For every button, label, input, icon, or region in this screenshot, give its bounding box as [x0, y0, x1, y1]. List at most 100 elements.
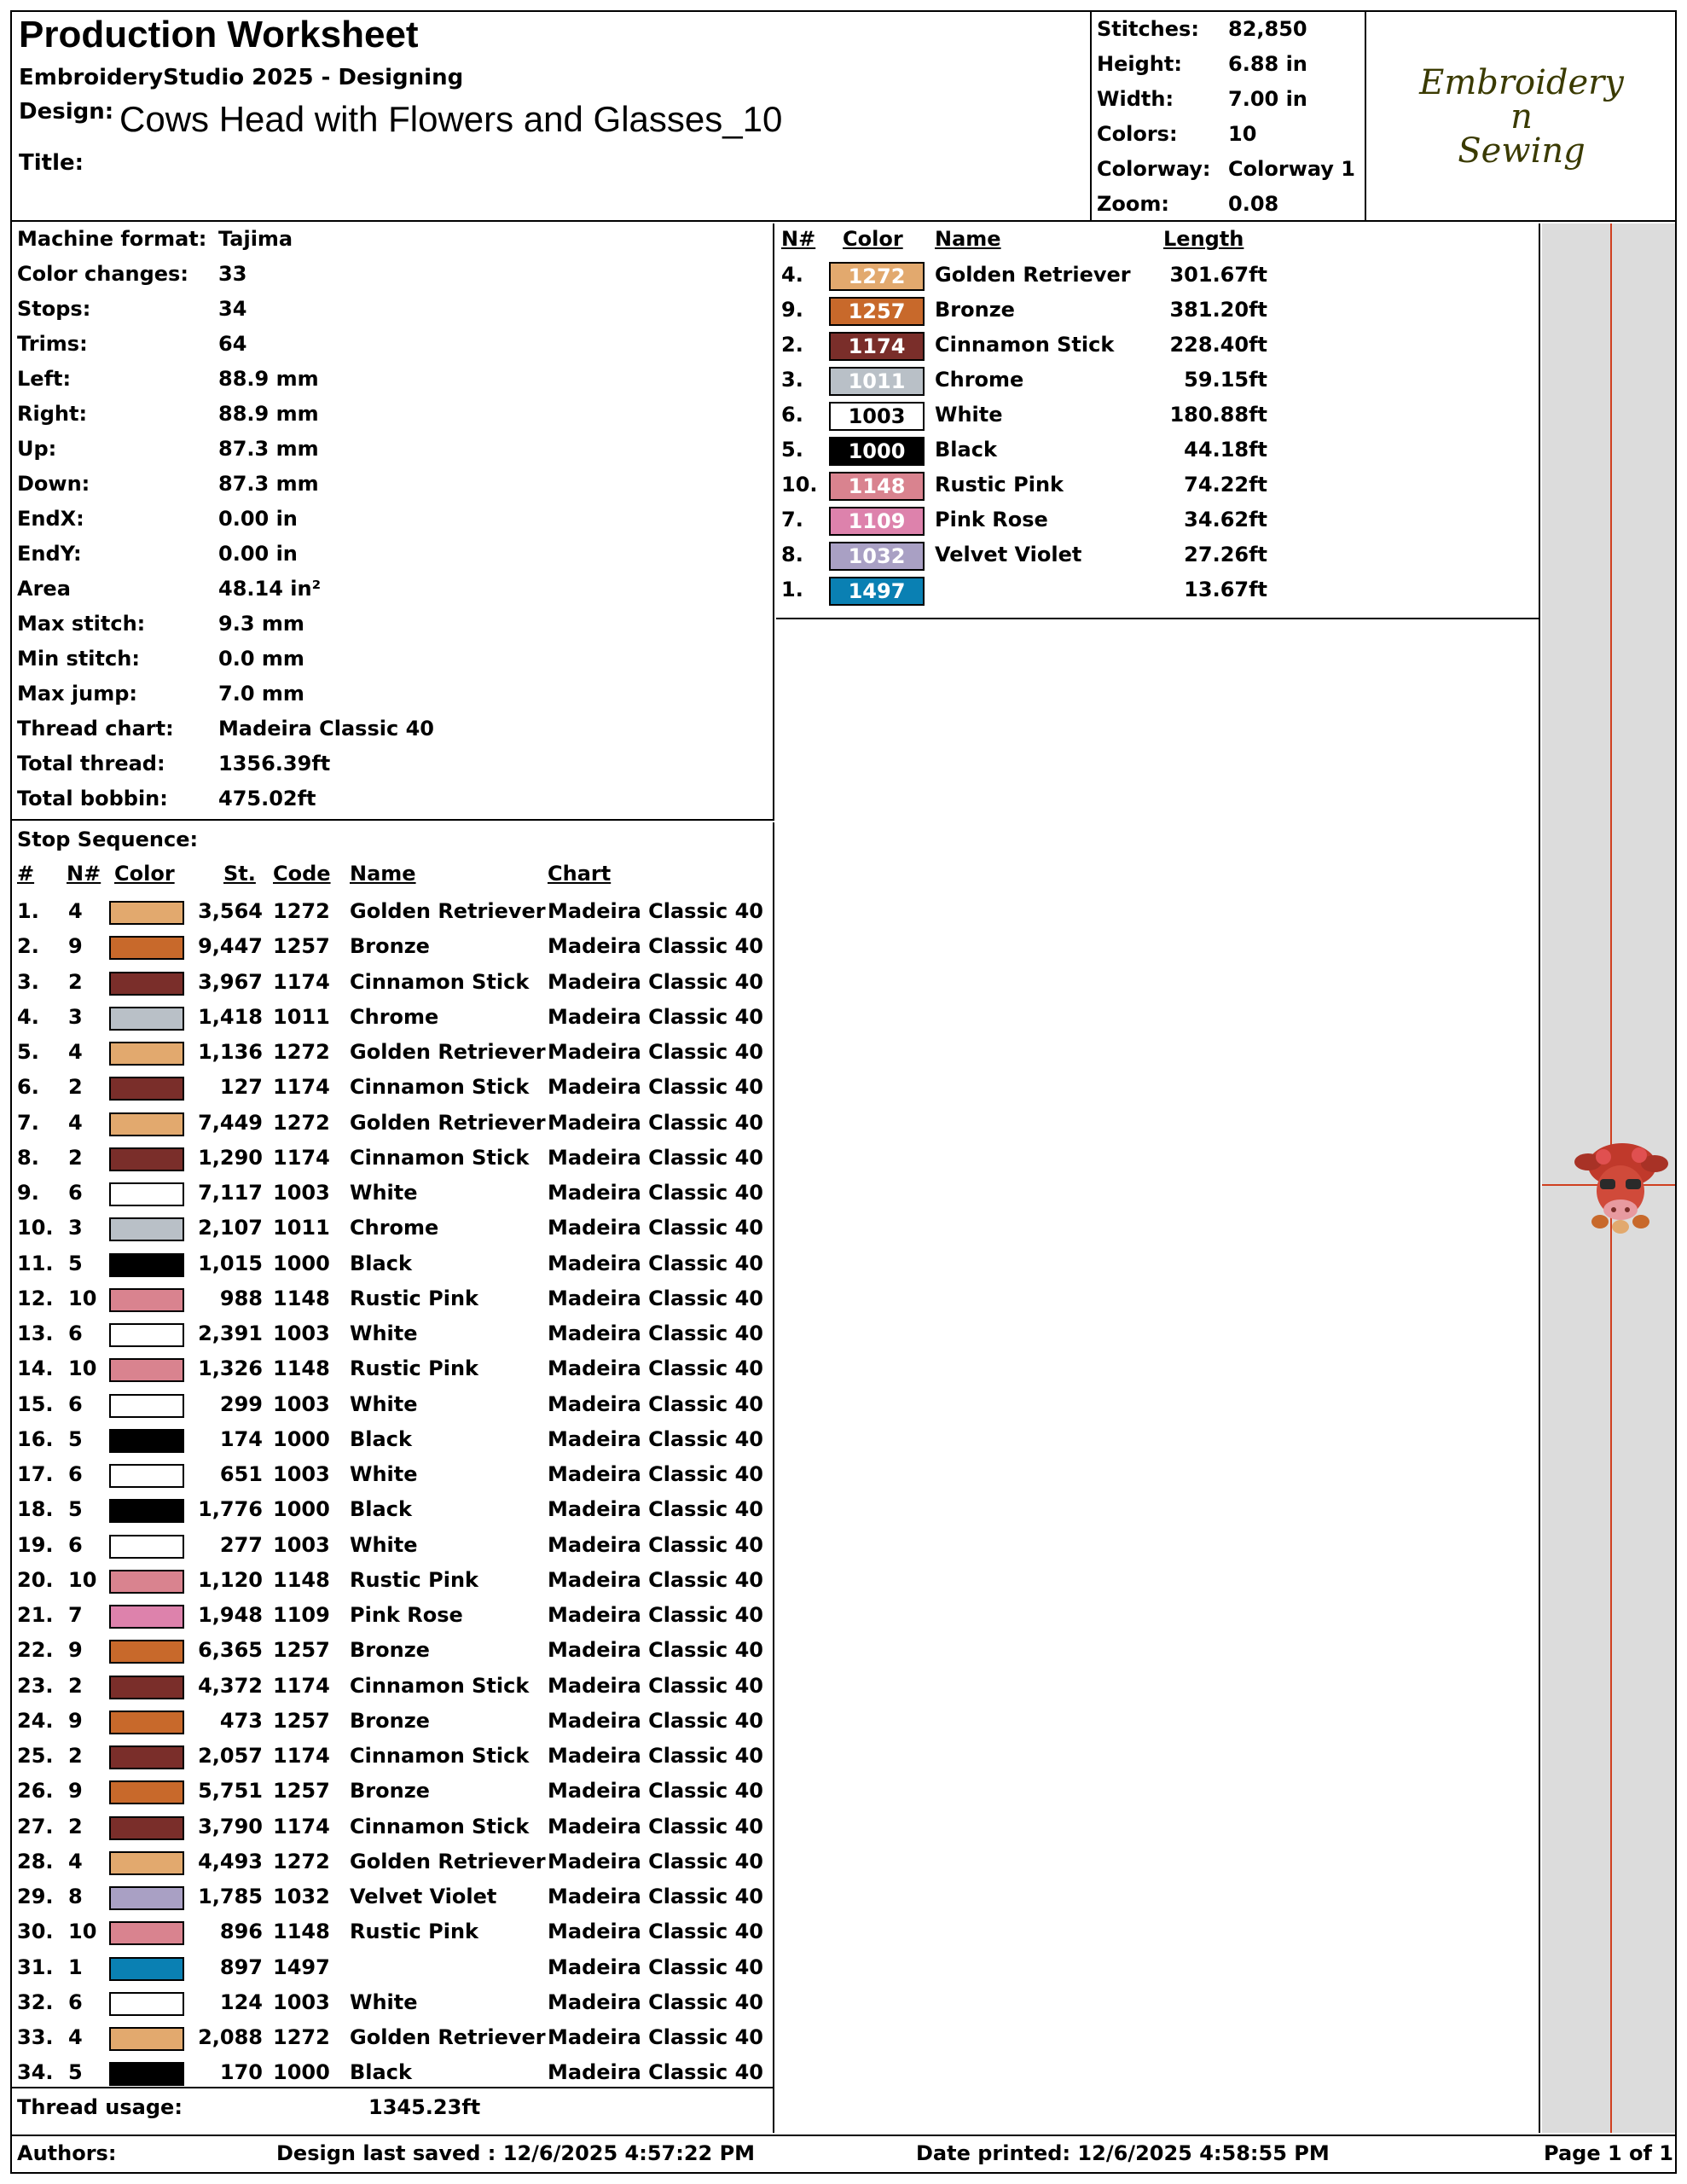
design-label: Design:: [19, 99, 114, 125]
stop-row: 28. 4 4,493 1272 Golden Retriever Madeira Cla…: [12, 1846, 773, 1881]
stop-code: 1003: [273, 1532, 330, 1557]
stop-index: 27.: [17, 1814, 54, 1838]
stop-row: 2. 9 9,447 1257 Bronze Madeira Classic 40: [12, 931, 773, 966]
stop-stitches: 1,326: [198, 1356, 263, 1381]
stop-index: 2.: [17, 934, 39, 959]
stop-chart: Madeira Classic 40: [548, 1356, 763, 1381]
stop-code: 1174: [273, 1814, 330, 1838]
stop-code: 1003: [273, 1391, 330, 1416]
color-needle: 6.: [781, 403, 803, 427]
stop-color-swatch: [109, 1921, 184, 1946]
info-label: Down:: [17, 472, 90, 496]
stop-index: 21.: [17, 1603, 54, 1627]
stop-chart: Madeira Classic 40: [548, 1814, 763, 1838]
color-row: 9. 1257 Bronze 381.20ft: [776, 294, 1539, 329]
info-value: 0.00 in: [218, 507, 298, 531]
info-label: Stops:: [17, 297, 91, 321]
machine-info-panel: Machine format: Tajima Color changes: 33 Sto…: [12, 224, 774, 821]
stop-name: Rustic Pink: [350, 1920, 478, 1944]
stop-chart: Madeira Classic 40: [548, 1251, 763, 1275]
stop-index: 19.: [17, 1532, 54, 1557]
info-label: Right:: [17, 402, 88, 426]
stop-stitches: 5,751: [198, 1779, 263, 1804]
stop-code: 1257: [273, 1638, 330, 1663]
color-length: 180.88ft: [1169, 403, 1267, 427]
stop-stitches: 651: [219, 1462, 263, 1486]
cow-head-thumbnail: [1574, 1143, 1668, 1234]
color-needle: 5.: [781, 438, 803, 462]
col-header-code: Code: [273, 862, 331, 886]
stop-stitches: 1,948: [198, 1603, 263, 1627]
stop-color-swatch: [109, 1850, 184, 1875]
stop-chart: Madeira Classic 40: [548, 1426, 763, 1451]
col-header-chart: Chart: [548, 862, 612, 886]
stop-chart: Madeira Classic 40: [548, 1391, 763, 1416]
stop-needle: 6: [68, 1532, 83, 1557]
col-header-color: Color: [114, 862, 175, 886]
stop-needle: 4: [68, 1110, 83, 1135]
color-swatch: 1003: [829, 402, 925, 431]
stop-stitches: 3,790: [198, 1814, 263, 1838]
color-table: N# Color Name Length 4. 1272 Golden Retrie…: [776, 224, 1539, 619]
stop-code: 1148: [273, 1920, 330, 1944]
stat-label: Height:: [1097, 52, 1182, 76]
color-length: 44.18ft: [1184, 438, 1267, 462]
col-header-needle: N#: [67, 862, 101, 886]
info-value: Tajima: [218, 227, 293, 251]
stop-chart: Madeira Classic 40: [548, 1321, 763, 1345]
stop-needle: 6: [68, 1321, 83, 1345]
stop-index: 18.: [17, 1497, 54, 1522]
stop-name: Cinnamon Stick: [350, 1814, 530, 1838]
stop-stitches: 6,365: [198, 1638, 263, 1663]
color-row: 1. 1497 13.67ft: [776, 574, 1539, 609]
stop-row: 18. 5 1,776 1000 Black Madeira Classic 40: [12, 1494, 773, 1529]
stop-row: 3. 2 3,967 1174 Cinnamon Stick Madeira Classi…: [12, 967, 773, 1002]
worksheet-footer: Authors: Design last saved : 12/6/2025 4…: [12, 2135, 1675, 2172]
stop-row: 20. 10 1,120 1148 Rustic Pink Madeira Classic…: [12, 1565, 773, 1600]
stop-code: 1272: [273, 2025, 330, 2049]
stop-chart: Madeira Classic 40: [548, 1567, 763, 1592]
color-name: Bronze: [935, 298, 1015, 322]
stop-stitches: 124: [219, 1989, 263, 2014]
stop-needle: 9: [68, 934, 83, 959]
info-label: Thread chart:: [17, 717, 174, 741]
color-name: White: [935, 403, 1003, 427]
stop-color-swatch: [109, 901, 184, 925]
stop-needle: 6: [68, 1391, 83, 1416]
stop-name: White: [350, 1989, 418, 2014]
stop-name: Cinnamon Stick: [350, 969, 530, 994]
stop-row: 23. 2 4,372 1174 Cinnamon Stick Madeira Class…: [12, 1670, 773, 1705]
info-value: 87.3 mm: [218, 437, 319, 461]
stop-code: 1272: [273, 1110, 330, 1135]
info-label: EndX:: [17, 507, 84, 531]
color-list-panel: N# Color Name Length 4. 1272 Golden Retrie…: [776, 224, 1540, 2133]
stop-code: 1003: [273, 1321, 330, 1345]
stop-code: 1148: [273, 1567, 330, 1592]
stop-code: 1000: [273, 1426, 330, 1451]
stop-name: White: [350, 1321, 418, 1345]
stop-stitches: 1,785: [198, 1885, 263, 1908]
color-row: 10. 1148 Rustic Pink 74.22ft: [776, 469, 1539, 504]
stop-needle: 8: [68, 1885, 83, 1908]
stop-index: 30.: [17, 1920, 54, 1944]
stop-color-swatch: [109, 1745, 184, 1769]
stop-chart: Madeira Classic 40: [548, 1638, 763, 1663]
stop-chart: Madeira Classic 40: [548, 1004, 763, 1029]
stop-name: Pink Rose: [350, 1603, 463, 1627]
stop-row: 8. 2 1,290 1174 Cinnamon Stick Madeira Classi…: [12, 1142, 773, 1177]
stop-code: 1257: [273, 1779, 330, 1804]
stat-value: 6.88 in: [1228, 52, 1307, 76]
stop-chart: Madeira Classic 40: [548, 899, 763, 923]
stop-chart: Madeira Classic 40: [548, 2060, 763, 2085]
stop-row: 14. 10 1,326 1148 Rustic Pink Madeira Classic…: [12, 1353, 773, 1388]
stop-needle: 4: [68, 2025, 83, 2049]
stop-stitches: 1,776: [198, 1497, 263, 1522]
stop-code: 1011: [273, 1216, 330, 1240]
stop-stitches: 299: [219, 1391, 263, 1416]
stop-stitches: 3,564: [198, 899, 263, 923]
stop-name: Black: [350, 1497, 412, 1522]
stop-code: 1003: [273, 1181, 330, 1205]
stop-code: 1272: [273, 1849, 330, 1873]
stop-code: 1003: [273, 1989, 330, 2014]
stat-label: Zoom:: [1097, 192, 1169, 216]
